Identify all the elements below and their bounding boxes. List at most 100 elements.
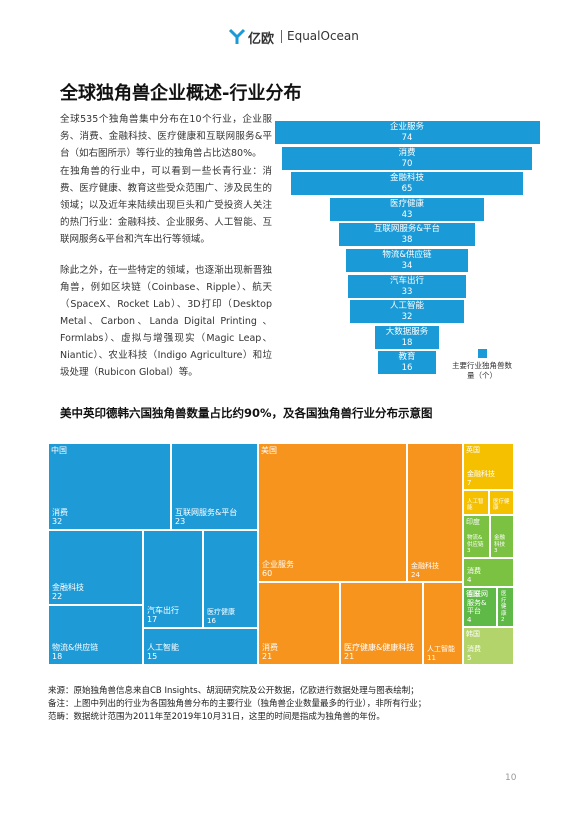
- cell-label: 人工智能: [427, 645, 455, 654]
- cell-label: 消费: [262, 642, 278, 652]
- cell-value: 22: [52, 592, 63, 602]
- category-label: 大数据服务: [385, 326, 429, 337]
- category-label: 金融科技: [389, 173, 424, 184]
- treemap-title: 美中英印德韩六国独角兽数量占比约90%，及各国独角兽行业分布示意图: [60, 406, 433, 420]
- value-label: 74: [401, 133, 413, 143]
- cell-value: 16: [207, 616, 216, 625]
- cell-value: 21: [344, 652, 355, 662]
- funnel-bar: 大数据服务 18: [374, 325, 440, 349]
- treemap-cell: 金融科技 22: [48, 530, 143, 605]
- group-label: 美国: [261, 446, 277, 455]
- funnel-bar: 互联网服务&平台 38: [338, 223, 476, 247]
- group-label: 英国: [466, 446, 480, 454]
- value-label: 70: [401, 158, 413, 169]
- value-label: 65: [401, 184, 413, 195]
- treemap-cell: 人工智能 11: [423, 582, 463, 665]
- page-number: 10: [505, 773, 517, 783]
- cell-label: 金融科技: [467, 470, 495, 479]
- cell-value: 7: [467, 478, 472, 487]
- treemap-cell: 人工智能: [463, 490, 489, 515]
- cell-value: 4: [467, 615, 472, 624]
- cell-value: 3: [494, 548, 498, 555]
- funnel-bar: 消费 70: [281, 146, 533, 170]
- title: 全球独角兽企业概述-行业分布: [60, 83, 302, 104]
- cell-label: 消费: [52, 507, 68, 517]
- value-label: 43: [401, 209, 413, 220]
- funnel-bar: 人工智能 32: [349, 300, 465, 324]
- group-label: 印度: [466, 518, 480, 526]
- cell-value: 24: [411, 570, 420, 579]
- logo-cn: 亿欧: [248, 32, 275, 47]
- cell-value: 32: [52, 517, 63, 527]
- category-label: 人工智能: [389, 301, 424, 312]
- group-label: 德国: [466, 590, 480, 598]
- cell-label: 医疗健康: [493, 498, 510, 512]
- cell-label: 医疗健康&健康科技: [344, 642, 415, 652]
- note: 备注：上图中列出的行业为各国独角兽分布的主要行业（独角兽企业数量最多的行业），非…: [48, 699, 427, 709]
- treemap-cell: 物流&供应链 3: [463, 515, 490, 558]
- cell-value: 23: [175, 517, 186, 527]
- treemap-cell: 互联网服务&平台 4: [463, 587, 497, 627]
- note: 范畴：数据统计范围为2011年至2019年10月31日，这里的时间是指成为独角兽…: [48, 712, 385, 722]
- cell-label: 医疗健康: [207, 608, 235, 617]
- category-label: 互联网服务&平台: [373, 224, 441, 235]
- note: 来源：原始独角兽信息来自CB Insights、胡润研究院及公开数据，亿欧进行数…: [48, 686, 419, 696]
- funnel-bar: 物流&供应链 34: [346, 249, 468, 272]
- logo-icon: [228, 28, 246, 44]
- value-label: 32: [401, 312, 413, 323]
- group-label: 中国: [51, 446, 67, 455]
- category-label: 消费: [398, 147, 416, 158]
- cell-value: 21: [262, 652, 273, 662]
- paragraph: 在独角兽的行业中，可以看到一些长青行业：消费、医疗健康、教育这些受众范围广、涉及…: [60, 166, 272, 245]
- cell-label: 企业服务: [262, 559, 294, 569]
- treemap-cell: 互联网服务&平台 23: [171, 443, 258, 530]
- cell-value: 3: [467, 548, 471, 555]
- treemap-cell: 医疗健康: [489, 490, 514, 515]
- cell-label: 金融科技: [52, 582, 84, 592]
- funnel-bar: 医疗健康 43: [330, 197, 484, 221]
- treemap-cell: 消费 4: [463, 558, 514, 587]
- paragraph: 全球535个独角兽集中分布在10个行业，企业服务、消费、金融科技、医疗健康和互联…: [60, 114, 272, 159]
- cell-label: 互联网服务&平台: [175, 507, 238, 517]
- treemap-cell: 金融科技 3: [490, 515, 514, 558]
- cell-label: 人工智能: [467, 498, 484, 512]
- cell-label: 医疗健康: [501, 591, 507, 617]
- funnel-bar: 教育 16: [378, 351, 436, 375]
- cell-label: 物流&供应链: [467, 535, 484, 548]
- treemap-cell: 医疗健康&健康科技 21: [340, 582, 423, 665]
- cell-label: 人工智能: [147, 642, 179, 652]
- group-label: 韩国: [466, 630, 480, 638]
- treemap-cell: 医疗健康 2: [497, 587, 514, 627]
- cell-label: 汽车出行: [147, 605, 179, 615]
- cell-value: 2: [501, 617, 505, 624]
- category-label: 物流&供应链: [382, 250, 432, 260]
- separator: [281, 30, 282, 43]
- treemap-cell: 金融科技 7: [463, 443, 514, 490]
- cell-label: 消费: [467, 645, 481, 654]
- cell-label: 金融科技: [494, 535, 506, 548]
- cell-value: 60: [262, 569, 273, 579]
- value-label: 16: [401, 363, 413, 374]
- category-label: 医疗健康: [389, 198, 424, 209]
- funnel-bar: 汽车出行 33: [347, 274, 467, 298]
- cell-label: 消费: [467, 567, 481, 576]
- category-label: 教育: [398, 352, 416, 363]
- logo-en: EqualOcean: [287, 29, 359, 43]
- value-label: 18: [401, 337, 413, 348]
- funnel-bar: 企业服务 74: [274, 121, 540, 144]
- legend-label: 主要行业独角兽数量（个）: [452, 361, 512, 380]
- paragraph: 除此之外，在一些特定的领域，也逐渐出现新晋独角兽，例如区块链（Coinbase、…: [60, 265, 272, 378]
- cell-value: 17: [147, 615, 158, 625]
- cell-value: 18: [52, 652, 63, 662]
- cell-label: 互联网服务&平台: [467, 590, 488, 616]
- cell-value: 15: [147, 652, 158, 662]
- funnel-bar: 金融科技 65: [290, 172, 524, 196]
- treemap-cell: 汽车出行 17: [143, 530, 203, 628]
- treemap-cell: 物流&供应链 18: [48, 605, 143, 665]
- treemap-cell: 企业服务 60: [258, 443, 407, 582]
- treemap-cell: 消费 21: [258, 582, 340, 665]
- legend-swatch: [478, 349, 487, 358]
- cell-value: 4: [467, 575, 472, 584]
- treemap-cell: 消费 32: [48, 443, 171, 530]
